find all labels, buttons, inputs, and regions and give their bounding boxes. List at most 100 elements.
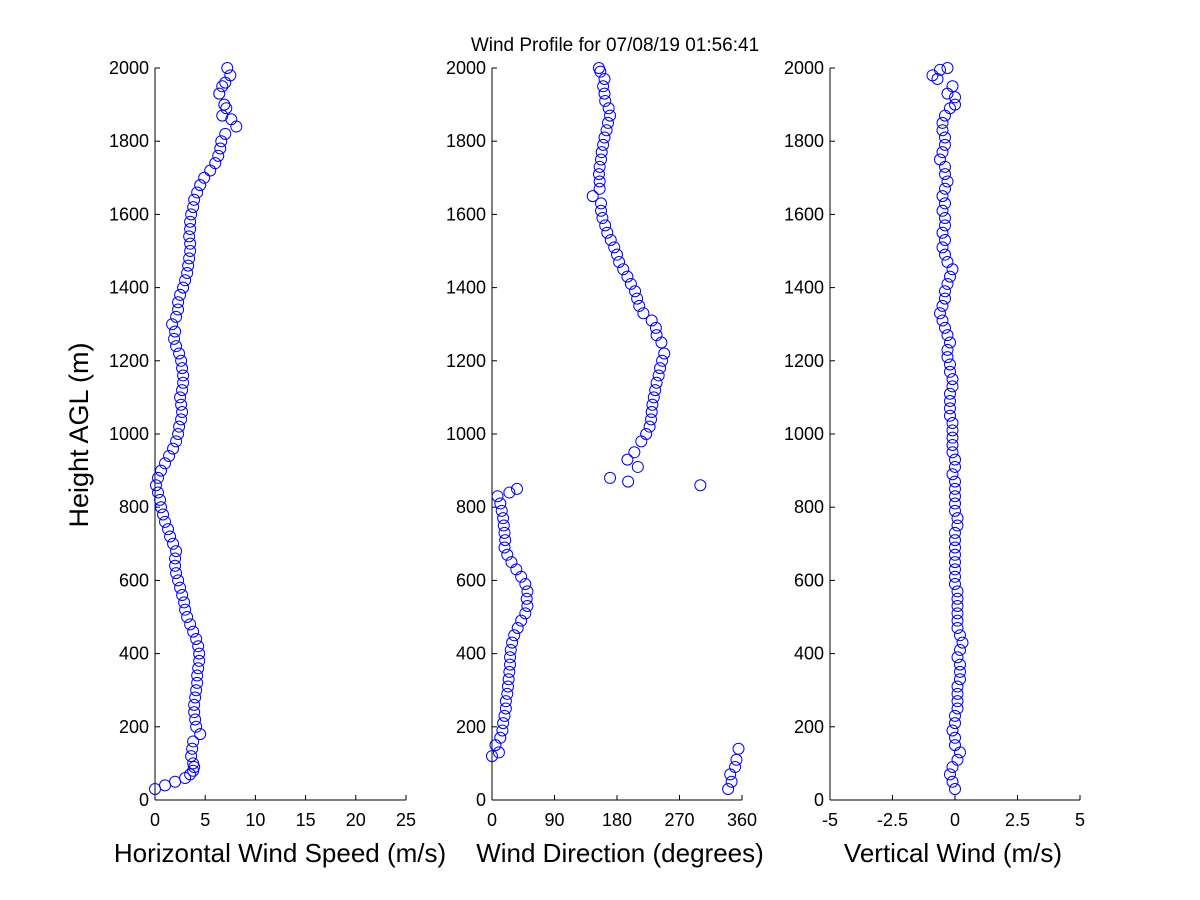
vertical-y-tick-label: 1400: [784, 278, 824, 298]
speed-data-point: [174, 581, 187, 594]
vertical-data-point: [946, 80, 959, 93]
speed-y-tick-label: 1000: [109, 424, 149, 444]
vertical-data-point: [951, 607, 964, 620]
vertical-y-tick-label: 200: [794, 717, 824, 737]
speed-data-point: [219, 127, 232, 140]
speed-data-point: [179, 274, 192, 287]
vertical-y-tick-label: 800: [794, 497, 824, 517]
speed-data-point: [169, 559, 182, 572]
speed-data-point: [188, 706, 201, 719]
direction-data-point: [511, 482, 523, 495]
direction-data-point: [494, 497, 507, 510]
speed-data-point: [176, 384, 189, 397]
direction-data-point: [499, 702, 512, 715]
speed-data-point: [152, 486, 165, 499]
vertical-data-point: [949, 504, 961, 517]
speed-data-point: [188, 698, 201, 711]
speed-data-point: [176, 362, 189, 375]
vertical-data-point: [951, 519, 964, 532]
direction-data-point: [598, 131, 611, 144]
speed-y-tick-label: 200: [119, 717, 149, 737]
direction-data-point: [486, 750, 498, 763]
direction-data-point: [656, 354, 669, 367]
vertical-y-tick-label: 2000: [784, 58, 824, 78]
vertical-data-point: [949, 534, 961, 547]
direction-data-point: [501, 680, 514, 693]
vertical-data-point: [939, 197, 951, 210]
speed-data-point: [170, 340, 183, 353]
speed-data-point: [190, 720, 203, 733]
speed-data-point: [174, 288, 187, 301]
speed-data-point: [154, 493, 167, 506]
direction-data-point: [649, 321, 662, 334]
speed-data-point: [194, 179, 207, 192]
vertical-x-tick-label: -5: [822, 810, 838, 830]
speed-data-point: [184, 768, 197, 781]
speed-data-point: [166, 318, 179, 331]
direction-data-point: [592, 168, 605, 181]
speed-data-point: [185, 750, 198, 763]
direction-x-tick-label: 360: [727, 810, 757, 830]
speed-data-point: [152, 471, 165, 484]
speed-data-point: [191, 676, 204, 689]
vertical-data-point: [949, 475, 961, 488]
direction-data-point: [645, 413, 658, 426]
vertical-data-point: [934, 153, 946, 166]
speed-data-point: [155, 501, 168, 514]
direction-data-point: [596, 212, 609, 225]
speed-ticks: 0 200 400 600 800 1000 1200 1400 1600 1800 2000 0 5 1…: [109, 58, 416, 830]
direction-data-point: [643, 420, 656, 433]
vertical-data-point: [936, 124, 949, 137]
vertical-data-point: [949, 98, 961, 111]
speed-data-point: [155, 464, 168, 477]
vertical-data-point: [949, 783, 961, 796]
speed-data-point: [186, 742, 199, 755]
vertical-data-point: [951, 621, 964, 634]
vertical-data-point: [949, 91, 961, 104]
vertical-data-point: [941, 351, 954, 364]
direction-data-point: [492, 746, 505, 759]
direction-data-point: [586, 190, 599, 203]
direction-data-point: [617, 263, 630, 276]
panel-vertical: 0 200 400 600 800 1000 1200 1400 1600 1800 2000 -5 -…: [784, 58, 1085, 868]
vertical-data-point: [949, 556, 961, 569]
speed-data-point: [213, 87, 226, 100]
direction-data-point: [597, 80, 610, 93]
speed-data-point: [191, 669, 204, 682]
vertical-y-tick-label: 1800: [784, 131, 824, 151]
vertical-data-point: [951, 753, 964, 766]
vertical-data-point: [951, 680, 964, 693]
direction-data-point: [725, 775, 738, 788]
direction-data-point: [503, 665, 516, 678]
direction-y-tick-label: 0: [476, 790, 486, 810]
direction-data-point: [600, 124, 613, 137]
vertical-y-tick-label: 0: [814, 790, 824, 810]
direction-data-point: [621, 270, 634, 283]
vertical-data-point: [946, 775, 959, 788]
panel-direction: 0 200 400 600 800 1000 1200 1400 1600 1800 2000 0 90…: [446, 58, 764, 868]
speed-y-tick-label: 1800: [109, 131, 149, 151]
speed-data-point: [172, 574, 185, 587]
vertical-data-point: [946, 446, 959, 459]
direction-y-tick-label: 400: [456, 644, 486, 664]
vertical-data-point: [941, 175, 954, 188]
vertical-data-point: [939, 219, 951, 232]
direction-y-tick-label: 1800: [446, 131, 486, 151]
vertical-data-point: [954, 643, 966, 656]
speed-y-tick-label: 1600: [109, 204, 149, 224]
speed-data-point: [224, 69, 237, 82]
vertical-data-point: [946, 431, 959, 444]
speed-data-point: [172, 428, 185, 440]
vertical-data-point: [954, 665, 966, 678]
direction-data-point: [515, 614, 528, 627]
speed-data-point: [189, 691, 202, 704]
vertical-data-point: [936, 314, 949, 327]
vertical-data-point: [944, 768, 956, 781]
speed-data-point: [181, 266, 194, 279]
vertical-data-point: [936, 116, 949, 129]
vertical-data-point: [951, 651, 964, 664]
direction-data-point: [497, 512, 510, 525]
direction-data-point: [732, 742, 745, 755]
direction-data-point: [496, 724, 509, 737]
